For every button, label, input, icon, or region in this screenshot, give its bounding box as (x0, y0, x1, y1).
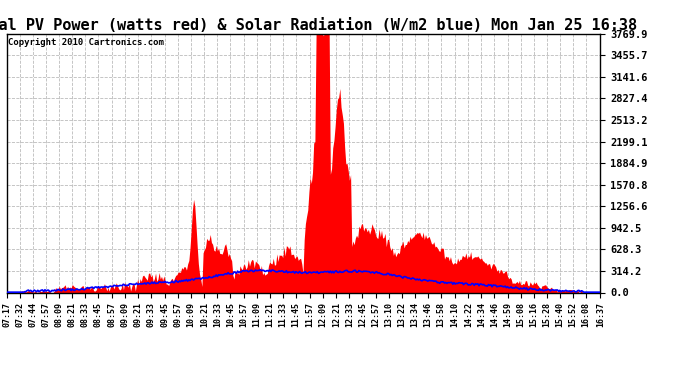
Title: Total PV Power (watts red) & Solar Radiation (W/m2 blue) Mon Jan 25 16:38: Total PV Power (watts red) & Solar Radia… (0, 18, 637, 33)
Text: Copyright 2010 Cartronics.com: Copyright 2010 Cartronics.com (8, 38, 164, 46)
